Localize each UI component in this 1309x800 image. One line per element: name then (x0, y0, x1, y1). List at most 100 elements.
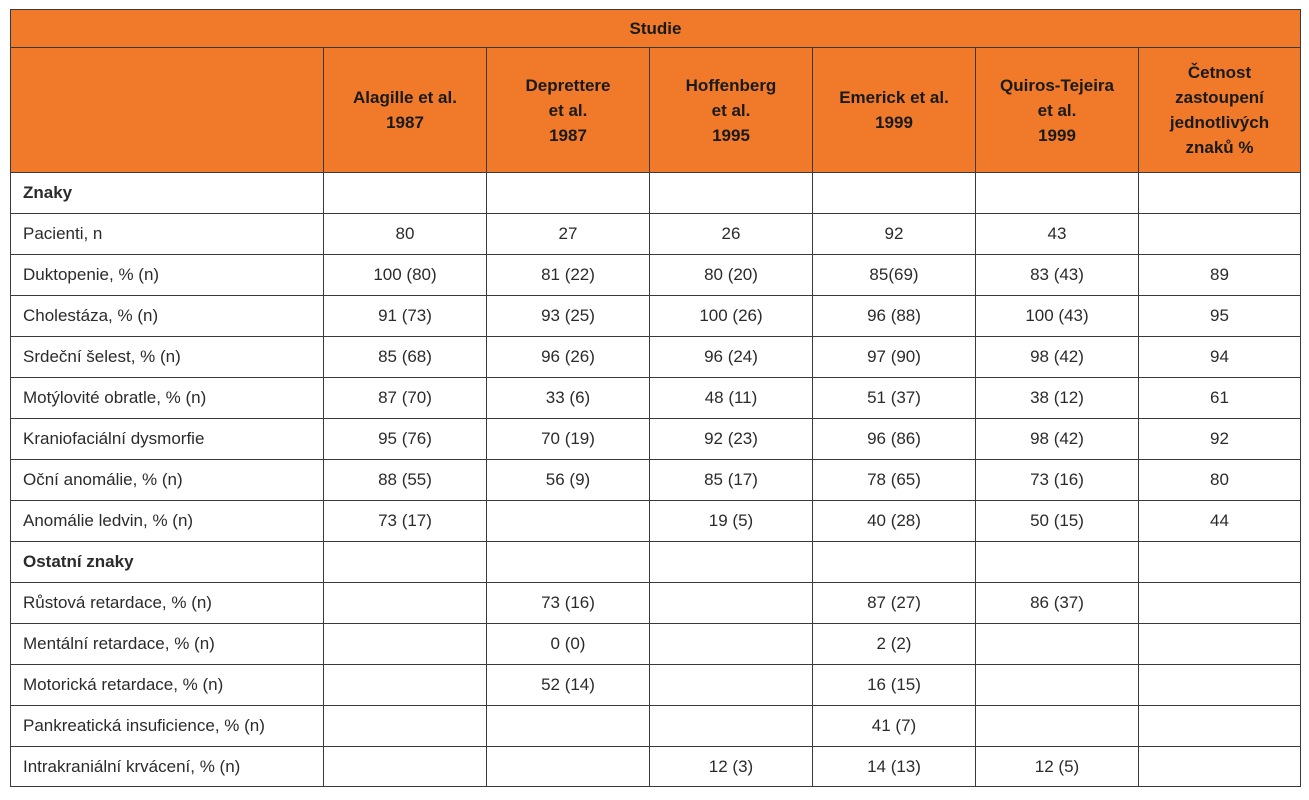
table-row: Oční anomálie, % (n) 88 (55) 56 (9) 85 (17)… (10, 459, 1302, 501)
table-cell: 73 (17) (323, 500, 487, 542)
table-cell (323, 623, 487, 665)
table-cell: 16 (15) (812, 664, 976, 706)
table-row: Růstová retardace, % (n) 73 (16) 87 (27) 86… (10, 582, 1302, 624)
table-row: Srdeční šelest, % (n) 85 (68) 96 (26) 96 (2… (10, 336, 1302, 378)
table-cell: 50 (15) (975, 500, 1139, 542)
table-cell: 73 (16) (975, 459, 1139, 501)
table-cell: 100 (26) (649, 295, 813, 337)
column-header-hoffenberg: Hoffenberg et al. 1995 (649, 47, 813, 173)
column-header-deprettere: Deprettere et al. 1987 (486, 47, 650, 173)
table-cell (649, 582, 813, 624)
table-cell (1137, 746, 1302, 787)
table-group-header: Studie (9, 9, 1302, 48)
table-cell (486, 172, 650, 214)
row-label: Pacienti, n (10, 213, 324, 255)
row-label: Oční anomálie, % (n) (10, 459, 324, 501)
table-cell: 73 (16) (486, 582, 650, 624)
table-cell: 78 (65) (812, 459, 976, 501)
table-cell: 52 (14) (486, 664, 650, 706)
table-row: Kraniofaciální dysmorfie 95 (76) 70 (19) 92… (10, 418, 1302, 460)
table-body: Znaky Pacienti, n 80 27 26 92 43 Duktopenie, % … (10, 172, 1302, 787)
table-cell (975, 705, 1139, 747)
table-cell: 40 (28) (812, 500, 976, 542)
table-cell (649, 172, 813, 214)
table-cell (812, 541, 976, 583)
table-cell (975, 541, 1139, 583)
section-label: Znaky (10, 172, 324, 214)
table-cell (975, 623, 1139, 665)
table-cell (1137, 664, 1302, 706)
table-cell: 96 (88) (812, 295, 976, 337)
row-label: Cholestáza, % (n) (10, 295, 324, 337)
table-cell (649, 541, 813, 583)
table-cell: 92 (23) (649, 418, 813, 460)
table-cell: 27 (486, 213, 650, 255)
table-cell: 89 (1137, 254, 1302, 296)
table-row: Mentální retardace, % (n) 0 (0) 2 (2) (10, 623, 1302, 665)
table-cell (1137, 213, 1302, 255)
table-cell: 97 (90) (812, 336, 976, 378)
table-cell (323, 705, 487, 747)
section-label: Ostatní znaky (10, 541, 324, 583)
table-cell (812, 172, 976, 214)
column-header-blank (10, 47, 324, 173)
table-cell: 91 (73) (323, 295, 487, 337)
table-cell (323, 541, 487, 583)
table-row: Pacienti, n 80 27 26 92 43 (10, 213, 1302, 255)
row-label: Růstová retardace, % (n) (10, 582, 324, 624)
table-cell (486, 500, 650, 542)
table-cell: 96 (26) (486, 336, 650, 378)
table-cell: 87 (27) (812, 582, 976, 624)
table-cell: 51 (37) (812, 377, 976, 419)
table-cell (323, 746, 487, 787)
table-cell: 85 (68) (323, 336, 487, 378)
alagille-features-table: Studie Alagille et al. 1987 Deprettere e… (9, 9, 1302, 787)
table-cell: 0 (0) (486, 623, 650, 665)
table-cell (486, 541, 650, 583)
row-label: Anomálie ledvin, % (n) (10, 500, 324, 542)
table-cell: 2 (2) (812, 623, 976, 665)
table-cell: 19 (5) (649, 500, 813, 542)
table-cell (649, 664, 813, 706)
table-cell: 43 (975, 213, 1139, 255)
table-cell: 86 (37) (975, 582, 1139, 624)
row-label: Srdeční šelest, % (n) (10, 336, 324, 378)
table-cell: 98 (42) (975, 336, 1139, 378)
table-row: Pankreatická insuficience, % (n) 41 (7) (10, 705, 1302, 747)
table-cell: 14 (13) (812, 746, 976, 787)
table-row: Motýlovité obratle, % (n) 87 (70) 33 (6) 48… (10, 377, 1302, 419)
column-header-quiros-tejeira: Quiros-Tejeira et al. 1999 (975, 47, 1139, 173)
table-cell: 44 (1137, 500, 1302, 542)
table-cell: 95 (76) (323, 418, 487, 460)
table-cell: 98 (42) (975, 418, 1139, 460)
column-header-alagille: Alagille et al. 1987 (323, 47, 487, 173)
table-cell: 56 (9) (486, 459, 650, 501)
table-cell: 12 (5) (975, 746, 1139, 787)
section-row: Ostatní znaky (10, 541, 1302, 583)
table-cell: 80 (1137, 459, 1302, 501)
table-cell: 100 (43) (975, 295, 1139, 337)
table-cell (486, 705, 650, 747)
table-cell (1137, 582, 1302, 624)
table-cell: 85 (17) (649, 459, 813, 501)
table-cell: 61 (1137, 377, 1302, 419)
table-cell (323, 172, 487, 214)
table-row: Motorická retardace, % (n) 52 (14) 16 (15) (10, 664, 1302, 706)
data-table-container: Studie Alagille et al. 1987 Deprettere e… (9, 9, 1302, 787)
table-cell: 93 (25) (486, 295, 650, 337)
table-cell: 12 (3) (649, 746, 813, 787)
table-cell (1137, 623, 1302, 665)
table-cell: 95 (1137, 295, 1302, 337)
table-cell: 81 (22) (486, 254, 650, 296)
table-cell: 48 (11) (649, 377, 813, 419)
table-cell: 100 (80) (323, 254, 487, 296)
column-header-emerick: Emerick et al. 1999 (812, 47, 976, 173)
table-cell: 94 (1137, 336, 1302, 378)
table-row: Intrakraniální krvácení, % (n) 12 (3) 14 (… (10, 746, 1302, 787)
table-cell: 96 (86) (812, 418, 976, 460)
table-cell: 92 (1137, 418, 1302, 460)
row-label: Motorická retardace, % (n) (10, 664, 324, 706)
row-label: Mentální retardace, % (n) (10, 623, 324, 665)
table-cell: 88 (55) (323, 459, 487, 501)
table-cell: 41 (7) (812, 705, 976, 747)
